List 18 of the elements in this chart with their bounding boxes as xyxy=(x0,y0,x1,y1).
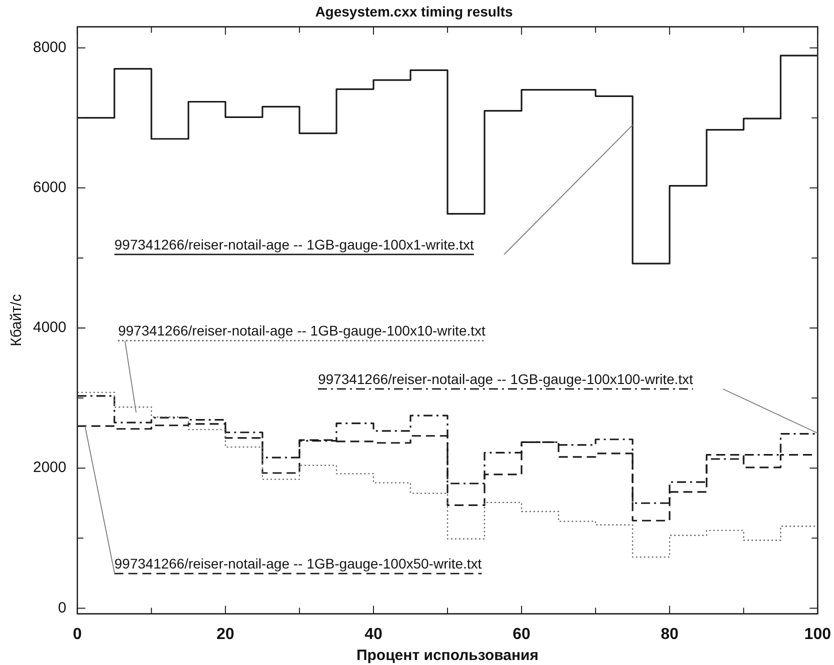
series-label: 997341266/reiser-notail-age -- 1GB-gauge-100x1-write.txt xyxy=(114,236,474,252)
x-tick-label: 100 xyxy=(804,626,832,643)
text: 997341266/reiser-notail-age -- 1GB-gauge-100x100-write.txt xyxy=(318,370,694,387)
chart-title: Agesystem.cxx timing results xyxy=(315,3,514,20)
y-tick-label: 0 xyxy=(58,599,66,616)
x-tick-label: 20 xyxy=(216,626,234,643)
y-tick-label: 6000 xyxy=(32,179,66,196)
y-tick-label: 8000 xyxy=(32,38,66,56)
x-tick-label: 80 xyxy=(660,626,679,643)
x-tick-label: 0 xyxy=(72,626,82,643)
text: 997341266/reiser-notail-age -- 1GB-gauge-100x50-write.txt xyxy=(114,556,482,572)
y-tick-label: 4000 xyxy=(32,319,66,336)
x-tick-label: 40 xyxy=(364,626,382,643)
y-axis-title: Кбайт/с xyxy=(8,294,26,346)
y-tick-label: 2000 xyxy=(32,459,66,476)
x-axis-title: Процент использования xyxy=(356,647,539,664)
text: 997341266/reiser-notail-age -- 1GB-gauge-100x10-write.txt xyxy=(118,322,486,339)
x-tick-label: 60 xyxy=(512,626,531,643)
